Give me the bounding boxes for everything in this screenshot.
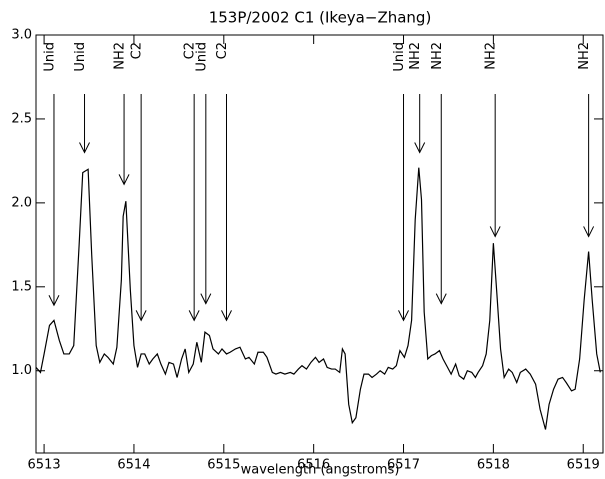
x-axis-label: wavelength (angstroms) [241,463,400,478]
annotation-label: NH2 [430,42,445,70]
arrow-head [583,226,595,238]
annotation-label: Unid [42,42,57,72]
annotation-label: NH2 [484,42,499,70]
arrow-head [200,293,212,305]
y-tick-label: 2.5 [11,111,32,126]
arrow-head [79,142,90,154]
chart-title: 153P/2002 C1 (Ikeya−Zhang) [209,9,432,27]
x-tick-label: 6516 [297,458,330,473]
x-tick-label: 6513 [28,458,61,473]
arrow-head [221,310,232,322]
spectrum-line [35,167,601,430]
y-tick-label: 1.0 [11,363,32,378]
arrow-head [118,174,130,186]
annotation-label: C2 [215,42,230,59]
annotation-label: C2 [130,42,145,59]
y-tick-label: 3.0 [11,28,32,43]
arrow-head [48,295,60,307]
annotation-label: Unid [73,42,88,72]
annotation-label: C2 [183,42,198,59]
plot-frame [35,34,604,454]
annotation-label: NH2 [408,42,423,70]
arrow-head [435,293,447,305]
x-tick-label: 6514 [117,458,150,473]
x-tick-label: 6519 [567,458,600,473]
x-tick-label: 6518 [477,458,510,473]
y-tick-label: 2.0 [11,195,32,210]
x-tick-label: 6515 [207,458,240,473]
x-tick-label: 6517 [387,458,420,473]
arrow-head [135,310,147,322]
arrow-head [489,226,501,238]
y-tick-label: 1.5 [11,279,32,294]
arrow-head [414,142,426,154]
annotation-label: Unid [392,42,407,72]
annotation-label: NH2 [577,42,592,70]
arrow-head [398,310,409,322]
arrow-head [188,310,200,322]
annotation-label: NH2 [113,42,128,70]
annotation-label: Unid [194,42,209,72]
